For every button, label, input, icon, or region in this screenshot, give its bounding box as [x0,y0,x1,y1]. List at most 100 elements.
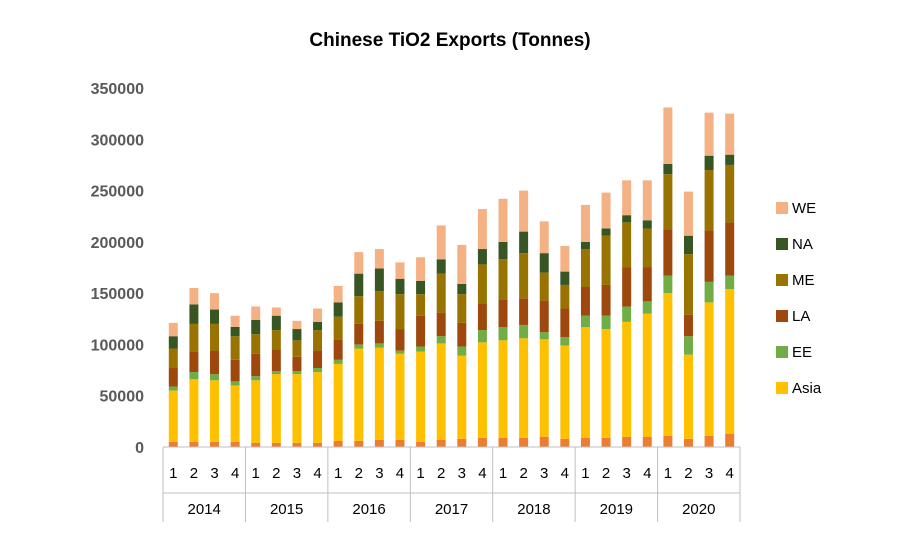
x-tick-label-year: 2019 [600,501,633,518]
y-tick-label: 200000 [91,235,144,252]
bar-segment-base [313,442,323,447]
bar-segment-base [416,441,426,447]
bar-segment-we [251,306,261,320]
bar-segment-we [271,307,281,316]
bar-segment-ee [642,301,652,314]
bar-segment-base [580,437,590,447]
bar-segment-la [210,350,220,375]
bar-segment-la [168,368,178,387]
y-tick-label: 150000 [91,286,144,303]
bar-segment-base [271,442,281,447]
bar-segment-me [436,273,446,313]
bar-segment-base [354,440,364,447]
bar-segment-base [189,441,199,447]
bar-segment-asia [560,345,570,439]
bar-segment-na [725,154,735,165]
x-tick-label-quarter: 4 [313,465,321,482]
bar-segment-ee [580,315,590,327]
x-tick-label-year: 2014 [188,501,221,518]
legend-label-na: NA [792,236,813,253]
bar-segment-we [498,198,508,242]
bar-segment-na [416,280,426,295]
bar-segment-ee [189,372,199,380]
bar-segment-la [725,222,735,276]
bar-segment-asia [580,326,590,438]
bar-segment-la [601,284,611,316]
bar-segment-we [683,191,693,236]
legend-label-ee: EE [792,344,812,361]
bar-segment-we [519,190,529,232]
bar-segment-na [601,228,611,236]
legend-label-me: ME [792,272,815,289]
bar-segment-asia [622,321,632,437]
bar-segment-ee [230,381,240,386]
x-tick-label-quarter: 4 [396,465,404,482]
bar-segment-base [210,441,220,447]
x-tick-label-quarter: 1 [169,465,177,482]
bar-segment-we [622,180,632,216]
bar-segment-we [457,244,467,284]
x-tick-label-year: 2016 [352,501,385,518]
bar-segment-asia [683,354,693,439]
y-tick-label: 100000 [91,337,144,354]
bar-segment-la [663,229,673,276]
bar-segment-base [395,439,405,447]
bar-segment-la [333,339,343,360]
bar-segment-me [374,291,384,321]
bar-segment-me [601,235,611,285]
x-tick-label-quarter: 1 [664,465,672,482]
bar-segment-asia [251,380,261,443]
x-tick-label-quarter: 1 [416,465,424,482]
bar-segment-na [333,302,343,317]
bar-segment-la [436,312,446,337]
bar-segment-asia [354,348,364,441]
bar-segment-we [210,293,220,310]
bar-segment-base [539,436,549,447]
bar-segment-we [560,245,570,272]
bar-segment-asia [539,339,549,437]
bar-segment-we [704,112,714,156]
bar-segment-me [663,174,673,230]
x-tick-label-quarter: 2 [437,465,445,482]
bar-segment-ee [168,386,178,391]
x-tick-label-quarter: 1 [252,465,260,482]
legend-swatch-ee [776,346,788,358]
legend-label-we: WE [792,200,816,217]
bar-segment-la [395,329,405,351]
bar-segment-la [230,359,240,382]
bar-segment-ee [354,344,364,349]
bar-segment-we [580,204,590,242]
bar-segment-la [560,308,570,338]
x-tick-label-year: 2018 [517,501,550,518]
x-tick-label-quarter: 1 [499,465,507,482]
bar-segment-na [704,155,714,171]
bar-segment-we [725,113,735,155]
bar-segment-base [168,441,178,447]
bar-segment-we [230,315,240,327]
x-tick-label-quarter: 3 [210,465,218,482]
bar-segment-ee [374,343,384,348]
bar-segment-na [313,321,323,331]
bar-segment-na [560,271,570,285]
bar-segment-na [210,309,220,324]
bar-segment-ee [663,275,673,294]
bar-segment-ee [416,346,426,352]
bar-segment-asia [704,302,714,436]
x-tick-label-quarter: 3 [705,465,713,482]
bar-segment-base [230,441,240,447]
bar-segment-asia [416,351,426,442]
x-tick-label-quarter: 3 [375,465,383,482]
bar-segment-na [580,241,590,250]
bar-segment-me [271,330,281,350]
bar-segment-me [251,334,261,354]
bar-segment-la [354,323,364,345]
bar-segment-na [642,220,652,229]
bar-segment-we [313,308,323,322]
bar-segment-la [457,322,467,347]
bar-segment-la [271,349,281,372]
bar-segment-me [457,294,467,323]
x-tick-label-quarter: 1 [334,465,342,482]
bar-segment-ee [622,306,632,322]
bar-segment-we [436,225,446,260]
